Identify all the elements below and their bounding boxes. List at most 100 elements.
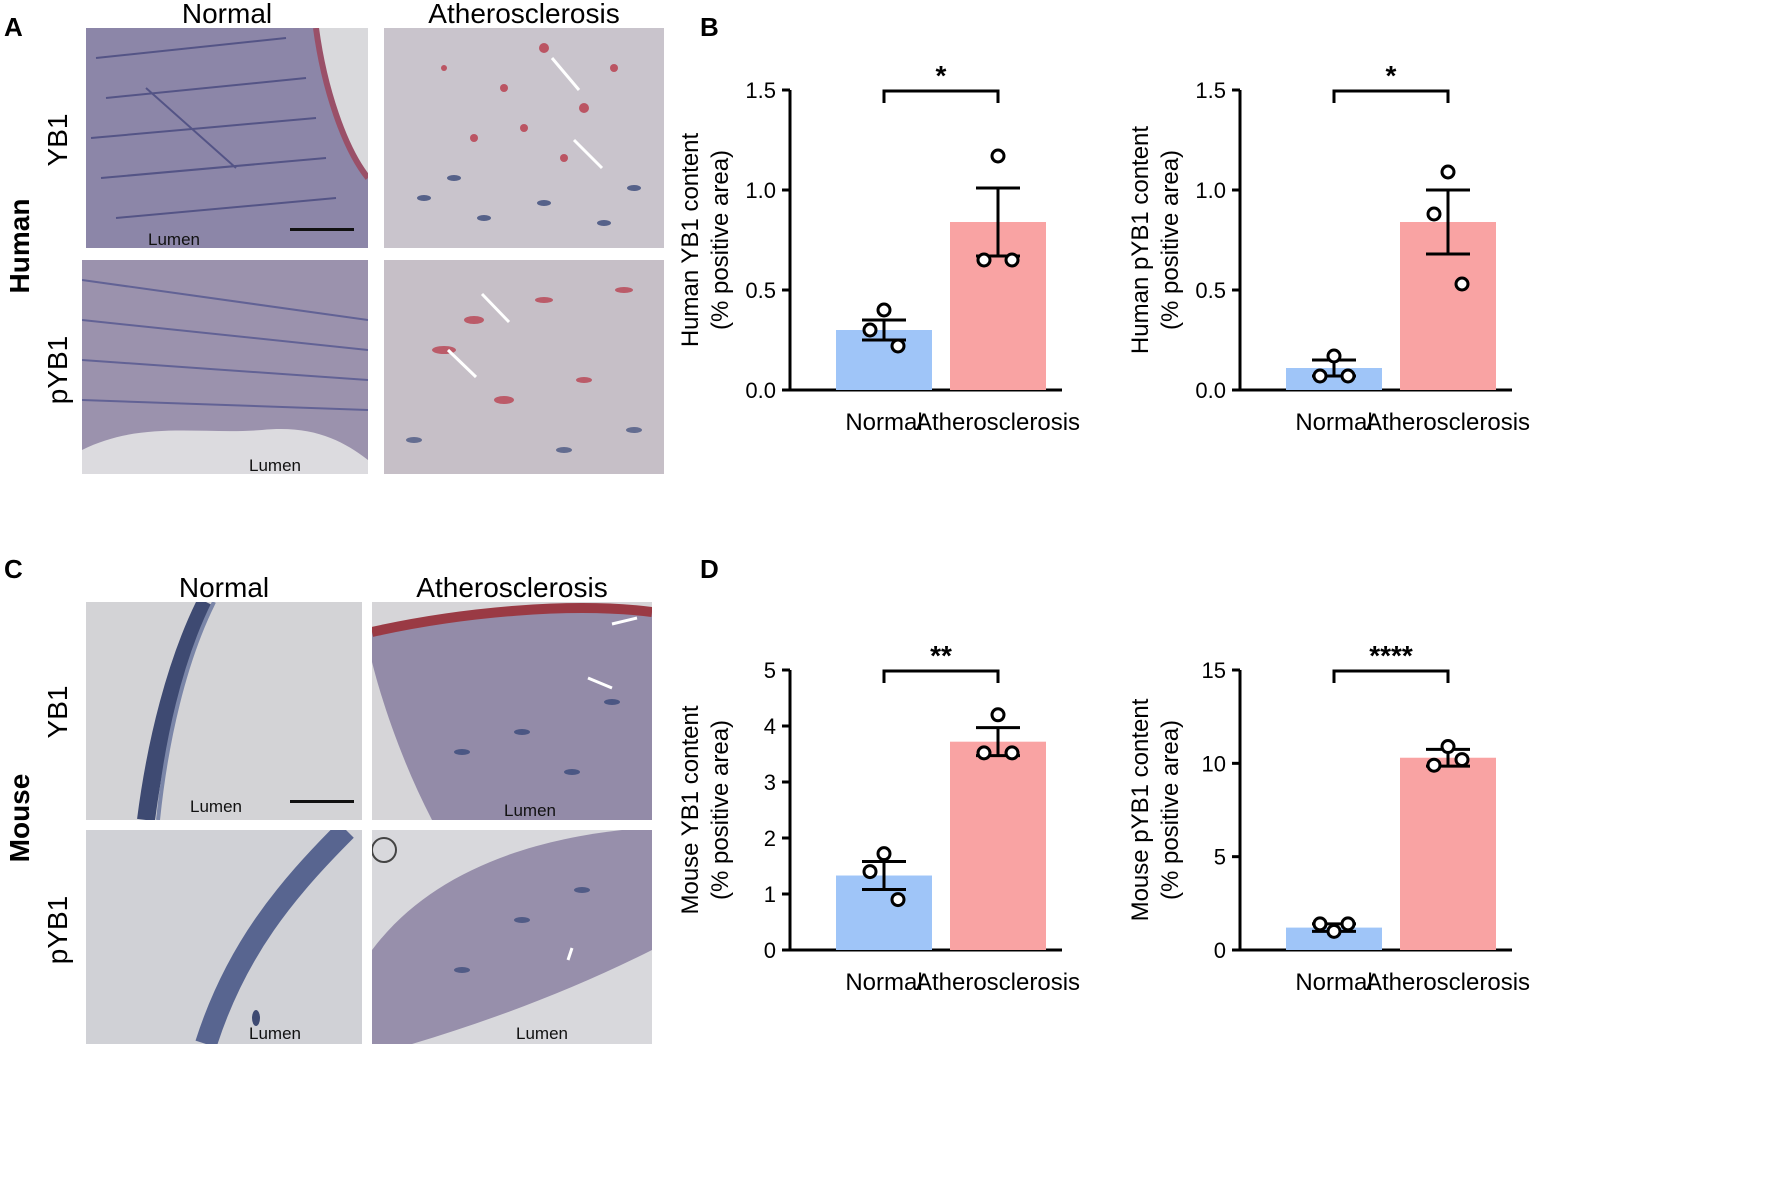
y-tick-label: 1.0 [1195, 178, 1226, 203]
col-head-athero-human: Atherosclerosis [428, 0, 620, 29]
data-point [1312, 368, 1328, 384]
data-point [1004, 252, 1020, 268]
chart-human-yb1: 0.0 0.5 1.0 1.5 Human YB1 content (% positive… [660, 40, 1120, 480]
y-tick-label: 0.5 [745, 278, 776, 303]
row-label-pyb1-human: pYB1 [42, 335, 73, 405]
col-head-normal-mouse: Normal [178, 572, 270, 603]
y-axis-label-line1: Human YB1 content [677, 132, 704, 347]
data-point [1426, 757, 1442, 773]
x-tick-label: Atherosclerosis [1366, 409, 1530, 436]
lumen-label-mouse-athero-yb1: Lumen [504, 801, 556, 820]
y-tick-label: 3 [764, 770, 776, 795]
species-label-mouse: Mouse [4, 773, 35, 863]
data-point [862, 322, 878, 338]
y-axis-label: Mouse pYB1 content (% positive area) [1127, 698, 1184, 921]
chart-mouse-yb1: 0 1 2 3 4 5 Mouse YB1 content (% positive area)… [660, 620, 1120, 1040]
col-head-normal-human: Normal [181, 0, 273, 29]
panel-letter-c: C [4, 554, 23, 584]
data-point [1340, 916, 1356, 932]
data-point [1440, 164, 1456, 180]
micrograph-mouse-athero-pyb1 [372, 830, 652, 1044]
micrograph-human-normal-pyb1 [82, 260, 368, 474]
significance-bracket [882, 669, 1000, 683]
chart-human-pyb1: 0.0 0.5 1.0 1.5 Human pYB1 content (% positiv… [1110, 40, 1572, 480]
y-axis-label-line2: (% positive area) [1157, 720, 1184, 900]
micrograph-mouse-athero-yb1 [372, 602, 652, 820]
micrograph-human-normal-yb1 [86, 28, 368, 248]
y-tick-label: 0 [764, 938, 776, 963]
significance-label: * [1386, 60, 1397, 91]
chart-svg: 0.0 0.5 1.0 1.5 Human YB1 content (% positive… [677, 60, 1080, 436]
data-point [862, 864, 878, 880]
significance-bracket [882, 89, 1000, 103]
y-tick-label: 1.5 [745, 78, 776, 103]
micrograph-mouse-normal-pyb1 [86, 830, 362, 1044]
y-axis-label-line2: (% positive area) [1157, 150, 1184, 330]
y-axis-label-line2: (% positive area) [707, 720, 734, 900]
y-tick-label: 4 [764, 714, 776, 739]
significance-bracket [1332, 89, 1450, 103]
y-tick-label: 0 [1214, 938, 1226, 963]
data-point [1312, 916, 1328, 932]
y-tick-label: 1 [764, 882, 776, 907]
significance-bracket [1332, 669, 1450, 683]
y-tick-label: 1.5 [1195, 78, 1226, 103]
y-tick-label: 10 [1202, 751, 1226, 776]
x-tick-label: Atherosclerosis [1366, 969, 1530, 996]
significance-label: **** [1369, 640, 1413, 671]
chart-svg: 0 5 10 15 Mouse pYB1 content (% positive area… [1127, 640, 1530, 996]
row-label-pyb1-mouse: pYB1 [42, 895, 73, 965]
x-tick-label: Normal [845, 409, 922, 436]
data-point [890, 338, 906, 354]
x-tick-label: Normal [1295, 969, 1372, 996]
significance-label: * [936, 60, 947, 91]
data-point [890, 892, 906, 908]
significance-label: ** [930, 640, 952, 671]
lumen-label-mouse-normal-pyb1: Lumen [249, 1024, 301, 1043]
y-tick-label: 0.5 [1195, 278, 1226, 303]
micrograph-mouse-normal-yb1 [86, 602, 362, 820]
panel-letter-a: A [4, 12, 23, 42]
x-tick-label: Atherosclerosis [916, 969, 1080, 996]
chart-svg: 0.0 0.5 1.0 1.5 Human pYB1 content (% positiv… [1127, 60, 1530, 436]
lumen-label-mouse-athero-pyb1: Lumen [516, 1024, 568, 1043]
panel-letter-d: D [700, 554, 719, 584]
y-tick-label: 0.0 [745, 378, 776, 403]
data-point [1426, 206, 1442, 222]
x-tick-label: Atherosclerosis [916, 409, 1080, 436]
data-point [876, 302, 892, 318]
x-tick-label: Normal [845, 969, 922, 996]
data-point [990, 707, 1006, 723]
data-point [876, 846, 892, 862]
y-tick-label: 5 [764, 658, 776, 683]
y-tick-label: 2 [764, 826, 776, 851]
row-label-yb1-human: YB1 [42, 113, 73, 167]
lumen-label-mouse-normal-yb1: Lumen [190, 797, 242, 816]
x-tick-label: Normal [1295, 409, 1372, 436]
y-tick-label: 0.0 [1195, 378, 1226, 403]
micrograph-human-athero-pyb1 [384, 260, 664, 474]
data-point [1004, 745, 1020, 761]
lumen-label-human-normal-yb1: Lumen [148, 230, 200, 249]
y-axis-label: Human pYB1 content (% positive area) [1127, 126, 1184, 354]
data-point [976, 745, 992, 761]
data-point [1454, 752, 1470, 768]
y-axis-label: Mouse YB1 content (% positive area) [677, 705, 734, 914]
data-point [1440, 739, 1456, 755]
data-point [1454, 276, 1470, 292]
data-point [1326, 923, 1342, 939]
bar-normal [1286, 368, 1382, 390]
data-point [1326, 348, 1342, 364]
y-axis-label-line2: (% positive area) [707, 150, 734, 330]
row-label-yb1-mouse: YB1 [42, 685, 73, 739]
y-tick-label: 1.0 [745, 178, 776, 203]
micrograph-human-athero-yb1 [384, 28, 664, 248]
species-label-human: Human [4, 198, 35, 294]
panel-letter-b: B [700, 12, 719, 42]
chart-svg: 0 1 2 3 4 5 Mouse YB1 content (% positive area)… [677, 640, 1080, 996]
y-axis-label-line1: Mouse YB1 content [677, 705, 704, 914]
col-head-athero-mouse: Atherosclerosis [416, 572, 608, 603]
y-axis-label-line1: Mouse pYB1 content [1127, 698, 1154, 921]
y-axis-label-line1: Human pYB1 content [1127, 126, 1154, 354]
bar-atherosclerosis [950, 741, 1046, 950]
